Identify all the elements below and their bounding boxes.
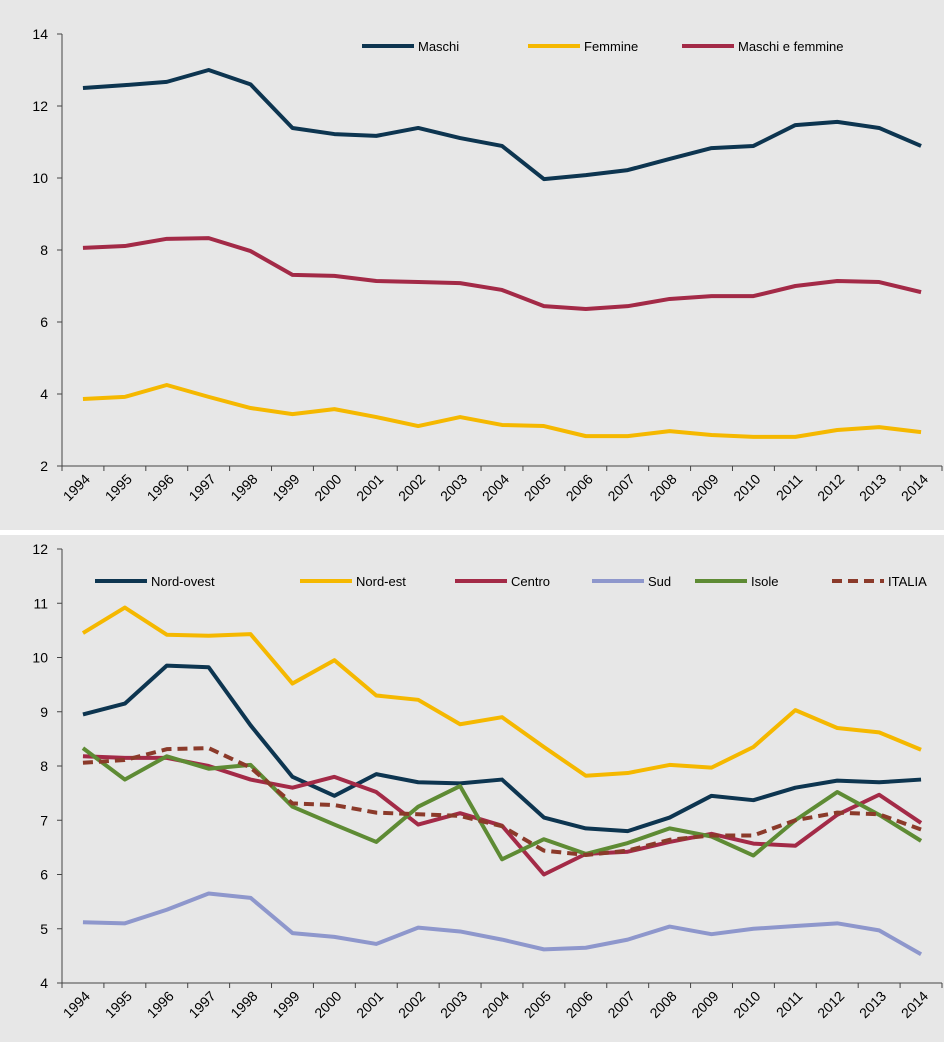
x-tick-label: 2010 [730, 988, 763, 1021]
y-tick-label: 12 [32, 541, 48, 557]
x-tick-label: 1996 [144, 988, 177, 1021]
y-tick-label: 5 [40, 921, 48, 937]
x-tick-label: 1997 [185, 471, 218, 504]
x-tick-label: 2008 [646, 988, 679, 1021]
legend-label: ITALIA [888, 574, 927, 589]
y-tick-label: 4 [40, 386, 48, 402]
x-tick-label: 2001 [353, 471, 386, 504]
x-tick-label: 2002 [395, 471, 428, 504]
x-tick-label: 2008 [646, 471, 679, 504]
series-line [82, 236, 922, 312]
series-line [81, 746, 923, 862]
x-tick-label: 2004 [479, 471, 512, 504]
y-tick-label: 10 [32, 170, 48, 186]
x-tick-label: 1997 [185, 988, 218, 1021]
x-tick-label: 1998 [227, 988, 260, 1021]
legend-label: Nord-ovest [151, 574, 215, 589]
series-line [82, 746, 922, 857]
x-tick-label: 1995 [102, 988, 135, 1021]
legend-label: Femmine [584, 39, 638, 54]
x-tick-label: 1998 [227, 471, 260, 504]
y-tick-label: 8 [40, 758, 48, 774]
legend-label: Maschi e femmine [738, 39, 843, 54]
x-tick-label: 1994 [60, 471, 93, 504]
legend-label: Centro [511, 574, 550, 589]
series-line [82, 68, 922, 182]
x-tick-label: 2009 [688, 471, 721, 504]
y-tick-label: 8 [40, 242, 48, 258]
x-tick-label: 2007 [604, 988, 637, 1021]
x-tick-label: 2012 [814, 988, 847, 1021]
x-tick-label: 1999 [269, 988, 302, 1021]
y-tick-label: 6 [40, 314, 48, 330]
x-tick-label: 2014 [898, 471, 931, 504]
x-tick-label: 2006 [563, 988, 596, 1021]
x-tick-label: 1999 [269, 471, 302, 504]
x-tick-label: 2004 [479, 988, 512, 1021]
series-line [82, 383, 922, 439]
y-tick-label: 9 [40, 704, 48, 720]
legend-label: Nord-est [356, 574, 406, 589]
y-tick-label: 2 [40, 458, 48, 474]
x-tick-label: 2003 [437, 471, 470, 504]
x-tick-label: 2000 [311, 988, 344, 1021]
x-tick-label: 2007 [604, 471, 637, 504]
x-tick-label: 1995 [102, 471, 135, 504]
x-tick-label: 2001 [353, 988, 386, 1021]
series-line [82, 891, 923, 956]
legend-label: Maschi [418, 39, 459, 54]
x-tick-label: 2011 [773, 988, 806, 1021]
x-tick-label: 2005 [521, 988, 554, 1021]
x-tick-label: 2010 [730, 471, 763, 504]
y-tick-label: 4 [40, 975, 48, 991]
x-tick-label: 2013 [856, 988, 889, 1021]
x-tick-label: 2011 [773, 471, 806, 504]
x-tick-label: 1996 [144, 471, 177, 504]
legend-label: Sud [648, 574, 671, 589]
x-tick-label: 2000 [311, 471, 344, 504]
x-tick-label: 2005 [521, 471, 554, 504]
y-tick-label: 11 [33, 595, 48, 611]
legend-label: Isole [751, 574, 778, 589]
y-tick-label: 10 [32, 650, 48, 666]
x-tick-label: 2014 [898, 988, 931, 1021]
chart-bottom: 4 5 6 7 8 9 10 11 12 1994 1995 1996 1997 1998 1999 2000… [0, 535, 944, 1042]
x-tick-label: 2009 [688, 988, 721, 1021]
x-tick-label: 2013 [856, 471, 889, 504]
chart-top: 2 4 6 8 10 12 14 1994 1995 1996 1997 1998 1999 2000 20… [0, 0, 944, 530]
x-tick-label: 2003 [437, 988, 470, 1021]
series-line [82, 663, 922, 834]
x-tick-label: 2002 [395, 988, 428, 1021]
y-tick-label: 14 [32, 26, 48, 42]
x-tick-label: 2006 [563, 471, 596, 504]
y-tick-label: 12 [32, 98, 48, 114]
y-tick-label: 7 [40, 812, 48, 828]
x-tick-label: 2012 [814, 471, 847, 504]
y-tick-label: 6 [40, 867, 48, 883]
x-tick-label: 1994 [60, 988, 93, 1021]
series-line [81, 605, 922, 778]
